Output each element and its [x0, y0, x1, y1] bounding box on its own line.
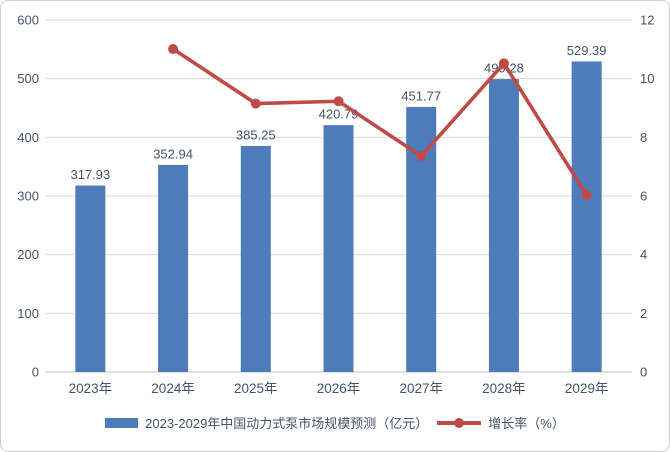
bar-2025年	[240, 145, 271, 372]
right-axis-tick: 8	[640, 130, 647, 145]
legend-item-growth-rate: 增长率（%）	[437, 413, 565, 432]
bar-2023年	[75, 185, 106, 372]
line-marker-icon	[498, 58, 509, 69]
x-axis-label: 2026年	[317, 381, 361, 396]
chart-canvas: 0 100 200 300 400 500 600 0 2 4 6 8 10 12 317.93 352.94…	[17, 13, 654, 397]
left-axis-tick: 300	[17, 189, 39, 204]
bar-2024年	[158, 164, 189, 372]
left-axis-tick: 600	[17, 13, 39, 28]
bar-value-label: 451.77	[401, 88, 441, 103]
right-axis-tick: 0	[640, 365, 647, 380]
right-axis-tick: 12	[640, 13, 654, 28]
growth-rate-line	[172, 47, 589, 197]
bar-series-label: 2023-2029年中国动力式泵市场规模预测（亿元）	[145, 416, 429, 431]
left-axis-tick: 200	[17, 247, 39, 262]
bar-value-label: 352.94	[153, 146, 193, 161]
right-axis-tick: 10	[640, 71, 654, 86]
left-axis-tick: 100	[17, 306, 39, 321]
line-marker-icon	[416, 151, 427, 162]
bar-value-label: 529.39	[567, 43, 607, 58]
left-axis-tick: 500	[17, 71, 39, 86]
left-axis-tick: 0	[32, 365, 39, 380]
x-axis-label: 2023年	[69, 381, 113, 396]
x-axis-label: 2025年	[234, 381, 278, 396]
bar-2028年	[488, 79, 519, 373]
bar-2029年	[571, 61, 602, 373]
bar-value-label: 317.93	[70, 167, 110, 182]
bar-value-label: 385.25	[236, 127, 276, 142]
bar-value-label: 420.79	[319, 107, 359, 122]
x-axis-label: 2029年	[565, 381, 609, 396]
right-axis-tick: 6	[640, 189, 647, 204]
legend-item-market-size: 2023-2029年中国动力式泵市场规模预测（亿元）	[105, 413, 428, 432]
x-axis-label: 2028年	[482, 381, 526, 396]
right-axis-tick: 2	[640, 306, 647, 321]
line-swatch-marker-icon	[454, 417, 465, 428]
line-series-label: 增长率（%）	[488, 416, 565, 431]
bar-2026年	[323, 125, 354, 372]
chart-legend: 2023-2029年中国动力式泵市场规模预测（亿元） 增长率（%）	[1, 413, 669, 432]
bar-series-swatch	[105, 417, 139, 428]
x-axis-label: 2027年	[399, 381, 443, 396]
line-marker-icon	[581, 190, 592, 201]
left-axis-tick: 400	[17, 130, 39, 145]
line-marker-icon	[250, 98, 261, 109]
right-axis-tick: 4	[640, 247, 647, 262]
line-series-swatch	[437, 417, 482, 428]
x-axis-label: 2024年	[151, 381, 195, 396]
line-marker-icon	[168, 44, 179, 55]
line-marker-icon	[333, 96, 344, 107]
